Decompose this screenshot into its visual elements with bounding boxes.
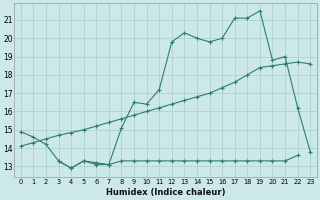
X-axis label: Humidex (Indice chaleur): Humidex (Indice chaleur) <box>106 188 225 197</box>
